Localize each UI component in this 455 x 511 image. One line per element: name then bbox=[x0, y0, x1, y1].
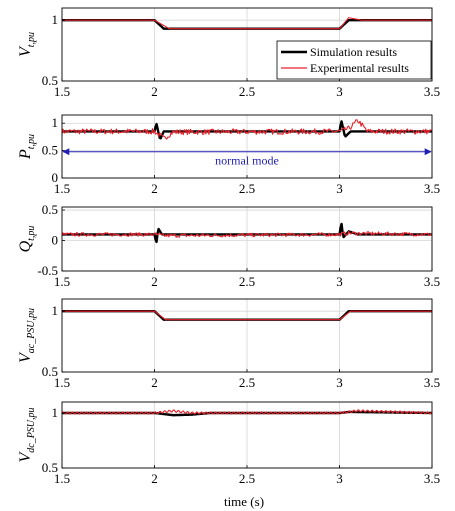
x-tick-label: 3 bbox=[336, 84, 343, 99]
y-tick-label: 0.5 bbox=[42, 73, 58, 88]
x-tick-label: 2.5 bbox=[239, 181, 255, 196]
x-tick-label: 3.5 bbox=[424, 274, 440, 289]
x-tick-label: 3.5 bbox=[424, 84, 440, 99]
y-tick-label: -0.5 bbox=[37, 263, 58, 278]
x-tick-label: 3.5 bbox=[424, 375, 440, 390]
x-tick-label: 2.5 bbox=[239, 375, 255, 390]
y-tick-label: 0 bbox=[52, 170, 59, 185]
x-tick-label: 3.5 bbox=[424, 471, 440, 486]
x-tick-label: 2 bbox=[151, 471, 158, 486]
y-axis-label: Pt,pu bbox=[17, 134, 37, 160]
x-tick-label: 3 bbox=[336, 181, 343, 196]
x-tick-label: 2 bbox=[151, 181, 158, 196]
experimental-series-line bbox=[62, 310, 432, 321]
x-tick-label: 1.5 bbox=[54, 274, 70, 289]
legend-label: Simulation results bbox=[310, 45, 397, 59]
legend-box bbox=[276, 40, 432, 80]
y-axis-label: Qt,pu bbox=[17, 226, 37, 253]
x-tick-label: 1.5 bbox=[54, 84, 70, 99]
legend: Simulation results Experimental results bbox=[276, 40, 432, 80]
x-tick-label: 2.5 bbox=[239, 84, 255, 99]
y-tick-label: 0.5 bbox=[42, 202, 58, 217]
y-axis-label: Vdc_PSU,pu bbox=[17, 407, 37, 462]
x-tick-label: 3.5 bbox=[424, 181, 440, 196]
x-tick-label: 3 bbox=[336, 471, 343, 486]
x-tick-label: 3 bbox=[336, 375, 343, 390]
x-tick-label: 1.5 bbox=[54, 181, 70, 196]
x-tick-label: 2.5 bbox=[239, 274, 255, 289]
y-axis-label: Vac_PSU,pu bbox=[17, 308, 37, 363]
panel-5: 1.5 2 2.5 3 3.5 0.5 1 Vdc_PSU,pu bbox=[17, 401, 440, 486]
x-tick-label: 2 bbox=[151, 274, 158, 289]
y-tick-label: 0.5 bbox=[42, 364, 58, 379]
legend-label: Experimental results bbox=[310, 61, 409, 75]
experimental-series-line bbox=[61, 230, 433, 238]
x-tick-label: 1.5 bbox=[54, 471, 70, 486]
y-tick-label: 0.5 bbox=[42, 460, 58, 475]
simulation-series-line bbox=[61, 120, 433, 140]
y-tick-label: 1 bbox=[52, 12, 59, 27]
x-tick-label: 2 bbox=[151, 84, 158, 99]
x-tick-label: 2.5 bbox=[239, 471, 255, 486]
panel-4: 1.5 2 2.5 3 3.5 0.5 1 Vac_PSU,pu bbox=[17, 298, 440, 390]
experimental-series-line bbox=[61, 409, 433, 415]
experimental-series-line bbox=[61, 119, 433, 140]
x-tick-label: 1.5 bbox=[54, 375, 70, 390]
panel-2: 1.5 2 2.5 3 3.5 0 0.5 1 Pt,pu normal mode bbox=[17, 114, 440, 196]
experimental-series-line bbox=[62, 17, 432, 30]
normal-mode-annotation: normal mode bbox=[215, 154, 279, 168]
y-tick-label: 0.5 bbox=[42, 143, 58, 158]
x-tick-label: 3 bbox=[336, 274, 343, 289]
y-axis-label: Vt,pu bbox=[17, 32, 37, 57]
y-tick-label: 1 bbox=[52, 303, 59, 318]
y-tick-label: 1 bbox=[52, 405, 59, 420]
y-tick-label: 0 bbox=[52, 233, 59, 248]
x-tick-label: 2 bbox=[151, 375, 158, 390]
x-axis-label: time (s) bbox=[224, 494, 264, 509]
y-tick-label: 1 bbox=[52, 115, 59, 130]
panel-1: 1.5 2 2.5 3 3.5 0.5 1 Vt,pu Simulation results Ex… bbox=[17, 7, 440, 99]
panel-3: 1.5 2 2.5 3 3.5 -0.5 0 0.5 Qt,pu bbox=[17, 202, 440, 289]
